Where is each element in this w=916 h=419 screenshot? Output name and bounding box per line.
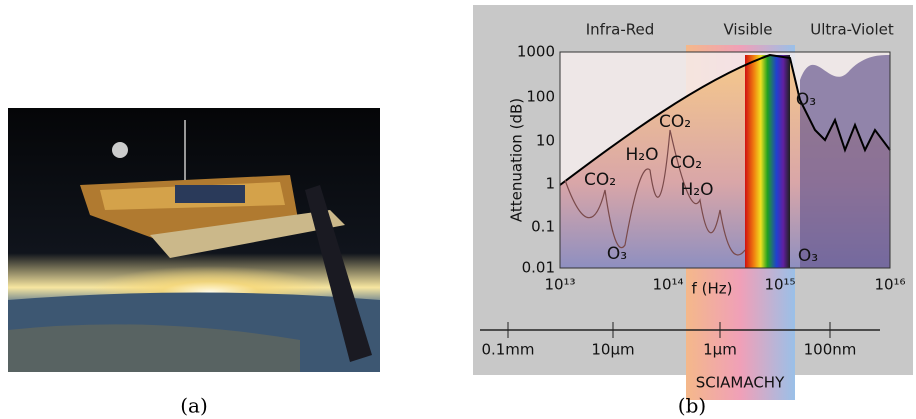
y-tick-label: 0.1: [531, 218, 555, 236]
annotation: CO₂: [659, 112, 691, 132]
x-axis-label: f (Hz): [692, 280, 733, 298]
y-tick-label: 0.01: [522, 259, 555, 277]
y-tick-label: 1000: [517, 43, 555, 61]
x-tick-label: 10¹⁴: [652, 276, 683, 294]
satellite-photo: [8, 108, 380, 372]
annotation: H₂O: [681, 180, 714, 200]
wavelength-label: 1μm: [703, 341, 737, 359]
x-tick-label: 10¹⁶: [874, 276, 905, 294]
spectrum-diagram: [473, 5, 913, 400]
instrument-label: SCIAMACHY: [696, 374, 785, 392]
region-label: Infra-Red: [586, 21, 654, 39]
x-tick-label: 10¹³: [544, 276, 575, 294]
annotation: H₂O: [626, 145, 659, 165]
x-tick-label: 10¹⁵: [764, 276, 795, 294]
y-tick-label: 100: [526, 88, 555, 106]
y-axis-label: Attenuation (dB): [508, 98, 526, 222]
region-label: Visible: [724, 21, 773, 39]
wavelength-label: 10μm: [591, 341, 634, 359]
wavelength-label: 100nm: [804, 341, 857, 359]
annotation: CO₂: [584, 170, 616, 190]
y-tick-label: 1: [545, 175, 555, 193]
caption: (b): [678, 394, 706, 418]
y-tick-label: 10: [536, 132, 555, 150]
annotation: O₃: [607, 244, 627, 264]
wavelength-label: 0.1mm: [481, 341, 534, 359]
annotation: CO₂: [670, 153, 702, 173]
caption: (a): [180, 394, 208, 418]
region-label: Ultra-Violet: [810, 21, 894, 39]
annotation: O₃: [798, 246, 818, 266]
annotation: O₃: [796, 90, 816, 110]
